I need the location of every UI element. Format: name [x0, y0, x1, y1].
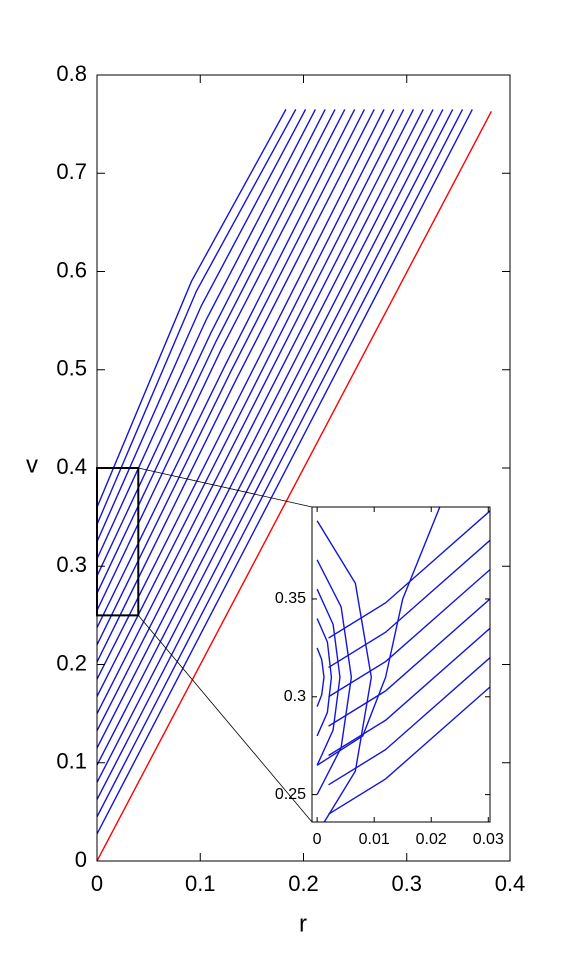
- x-tick-label: 0: [313, 831, 322, 848]
- zoom-box: [96, 467, 140, 617]
- curve: [316, 618, 333, 737]
- x-tick-label: 0.1: [185, 871, 216, 896]
- curve: [97, 109, 395, 697]
- curve: [97, 109, 464, 818]
- curve: [97, 109, 454, 800]
- curve: [97, 111, 493, 861]
- connector: [138, 467, 313, 508]
- curve: [328, 657, 490, 786]
- curve: [97, 109, 356, 628]
- curve: [97, 109, 473, 835]
- curve: [97, 109, 326, 577]
- curve: [97, 109, 307, 542]
- curve: [97, 109, 444, 783]
- curve: [328, 686, 490, 815]
- axes-frame: [311, 506, 491, 823]
- curve: [316, 588, 341, 766]
- curve: [97, 109, 415, 732]
- x-tick-label: 0.4: [495, 871, 526, 896]
- curve: [316, 507, 441, 766]
- curve: [328, 510, 490, 639]
- plot-area: [312, 507, 490, 822]
- plot-lines: [316, 507, 490, 822]
- y-tick-label: 0.25: [275, 786, 306, 803]
- y-tick-label: 0: [75, 847, 87, 872]
- curve: [97, 109, 336, 594]
- curve: [97, 109, 316, 560]
- x-axis-label: r: [299, 910, 307, 937]
- y-tick-label: 0.3: [284, 688, 306, 705]
- curve: [316, 520, 373, 822]
- y-tick-label: 0.8: [56, 61, 87, 86]
- curve: [97, 109, 385, 680]
- curve: [316, 647, 325, 707]
- curve: [328, 569, 490, 698]
- x-tick-label: 0.3: [391, 871, 422, 896]
- x-tick-label: 0.03: [473, 831, 504, 848]
- curve: [328, 598, 490, 727]
- curve: [328, 539, 490, 669]
- y-tick-label: 0.35: [275, 590, 306, 607]
- connector: [137, 615, 313, 823]
- x-tick-label: 0.02: [416, 831, 447, 848]
- curve: [97, 109, 424, 749]
- x-tick-label: 0.01: [359, 831, 390, 848]
- curve: [97, 109, 434, 766]
- y-tick-label: 0.3: [56, 552, 87, 577]
- y-tick-label: 0.5: [56, 356, 87, 381]
- x-tick-label: 0: [91, 871, 103, 896]
- x-tick-label: 0.2: [288, 871, 319, 896]
- curve: [97, 109, 287, 508]
- y-axis-label: v: [26, 451, 38, 478]
- y-tick-label: 0.7: [56, 159, 87, 184]
- y-tick-label: 0.1: [56, 749, 87, 774]
- curve: [97, 109, 405, 714]
- curve: [97, 109, 297, 525]
- plot-lines: [97, 109, 493, 861]
- curve: [97, 109, 375, 663]
- y-tick-label: 0.6: [56, 257, 87, 282]
- curve: [316, 559, 353, 795]
- y-tick-label: 0.4: [56, 454, 87, 479]
- y-tick-label: 0.2: [56, 650, 87, 675]
- curve: [328, 627, 490, 757]
- curve: [97, 109, 366, 646]
